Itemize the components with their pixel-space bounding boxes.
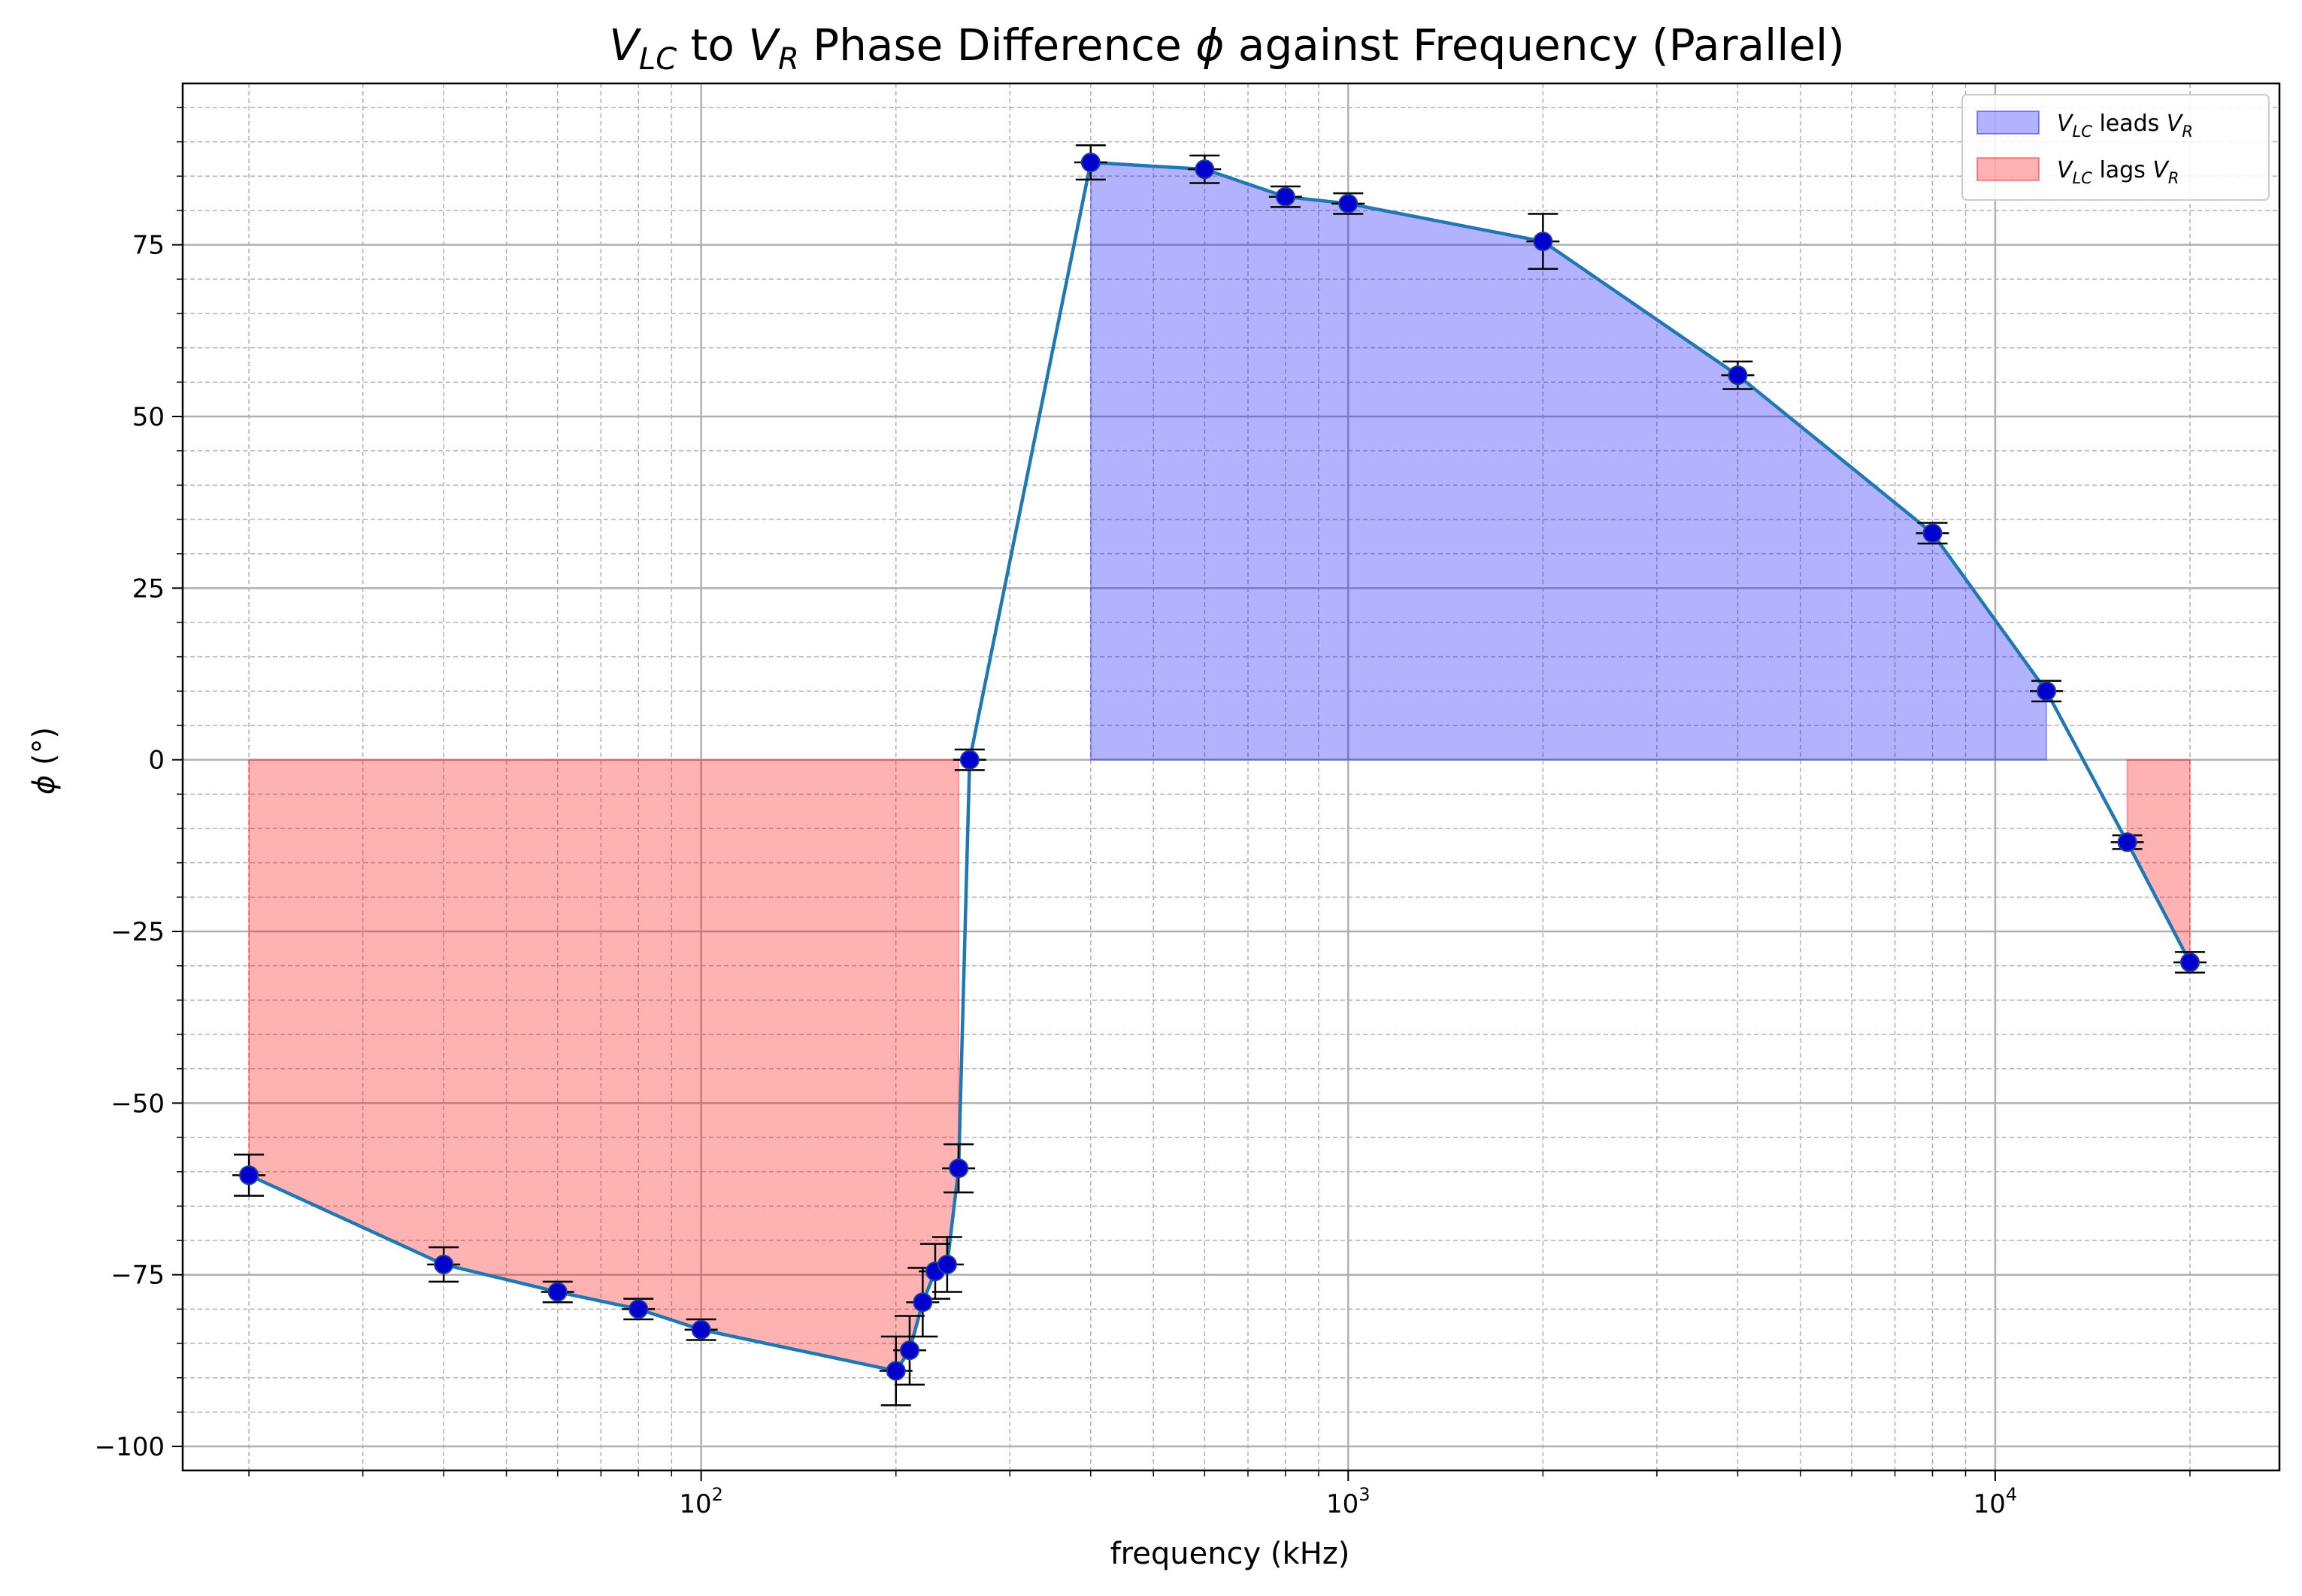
legend-swatch bbox=[1976, 111, 2040, 135]
y-tick-label: −25 bbox=[111, 917, 165, 947]
legend-box bbox=[1961, 94, 2270, 201]
data-point bbox=[434, 1254, 454, 1274]
data-point bbox=[1922, 523, 1943, 544]
axis-ticks: 102 103 104 75 50 25 0 −25 −50 −75 −100 bbox=[95, 107, 2191, 1519]
data-points bbox=[239, 153, 2200, 1381]
x-axis-label: frequency (kHz) bbox=[1110, 1537, 1350, 1571]
x-tick-label: 102 bbox=[679, 1484, 723, 1519]
data-point bbox=[629, 1299, 649, 1319]
data-point bbox=[1533, 232, 1553, 252]
data-point bbox=[937, 1254, 957, 1274]
legend-entry-leads: VLC leads VR bbox=[1976, 111, 2193, 141]
legend-label: VLC leads VR bbox=[2057, 111, 2193, 141]
data-point bbox=[1080, 153, 1101, 173]
data-point bbox=[899, 1340, 919, 1361]
data-point bbox=[1728, 365, 1748, 386]
data-point bbox=[239, 1165, 259, 1186]
y-tick-label: 0 bbox=[148, 746, 165, 776]
y-axis-label: ϕ (°) bbox=[27, 727, 62, 795]
y-tick-label: 50 bbox=[132, 402, 165, 432]
y-tick-label: −100 bbox=[95, 1432, 165, 1462]
data-point bbox=[691, 1319, 711, 1340]
plot-frame bbox=[181, 82, 2281, 1472]
x-tick-label: 104 bbox=[1973, 1484, 2018, 1519]
data-point bbox=[1338, 193, 1358, 214]
data-point bbox=[886, 1361, 906, 1381]
y-tick-label: −50 bbox=[111, 1089, 165, 1119]
legend-swatch bbox=[1976, 157, 2040, 181]
errorbar bbox=[1074, 144, 1107, 181]
x-tick-label: 103 bbox=[1326, 1484, 1371, 1519]
data-point bbox=[2179, 952, 2200, 973]
fill-regions bbox=[248, 161, 2191, 1372]
data-point bbox=[913, 1292, 933, 1313]
series-line-path bbox=[248, 160, 2191, 1373]
data-point bbox=[2117, 832, 2137, 853]
data-point bbox=[959, 750, 980, 770]
legend: VLC leads VR VLC lags VR bbox=[1961, 94, 2270, 201]
data-point bbox=[949, 1158, 969, 1179]
data-point bbox=[1275, 186, 1295, 207]
y-tick-label: 25 bbox=[132, 574, 165, 604]
grid bbox=[183, 83, 2279, 1470]
legend-entry-lags: VLC lags VR bbox=[1976, 157, 2179, 187]
data-point bbox=[2037, 681, 2057, 701]
data-point bbox=[547, 1282, 568, 1302]
series-line bbox=[248, 160, 2191, 1373]
chart-title: VLC to VR Phase Difference ϕ against Fre… bbox=[609, 20, 1845, 77]
data-point bbox=[1195, 159, 1215, 180]
y-tick-label: −75 bbox=[111, 1261, 165, 1291]
y-tick-label: 75 bbox=[132, 231, 165, 261]
legend-label: VLC lags VR bbox=[2057, 157, 2179, 187]
